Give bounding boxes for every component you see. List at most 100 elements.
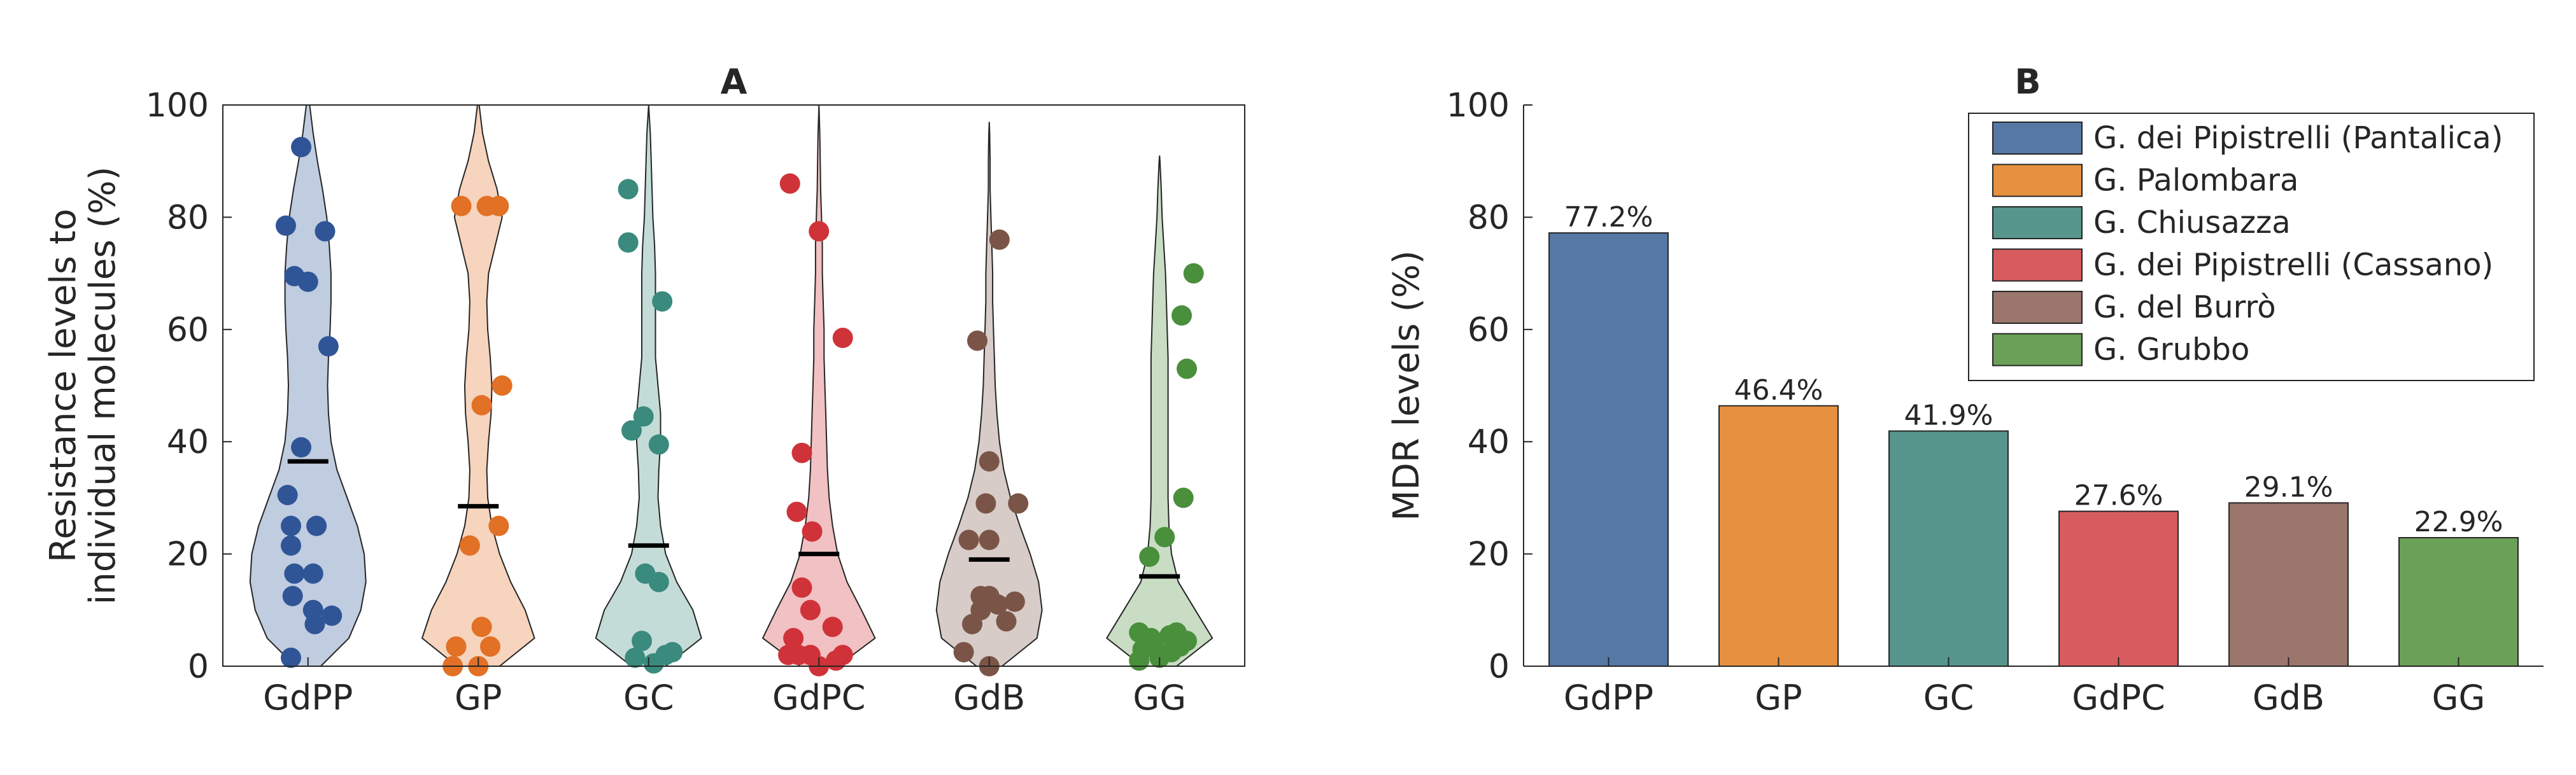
panel-a-x-tick-label: GdPP bbox=[263, 678, 353, 718]
panel-b-y-tick-label: 60 bbox=[1468, 311, 1510, 349]
data-point-GdPP bbox=[302, 563, 323, 584]
violin-GG bbox=[1105, 155, 1214, 667]
data-point-GP bbox=[479, 636, 500, 657]
data-point-GdPC bbox=[802, 521, 823, 542]
data-point-GdPC bbox=[791, 442, 812, 463]
panel-b-title: B bbox=[2014, 62, 2041, 102]
legend-label: G. Grubbo bbox=[2093, 332, 2249, 368]
legend-swatch bbox=[1992, 206, 2083, 239]
data-point-GC bbox=[618, 179, 639, 200]
data-point-GG bbox=[1166, 622, 1187, 643]
data-point-GdPC bbox=[822, 617, 843, 638]
panel-a-x-tick-label: GdPC bbox=[772, 678, 865, 718]
data-point-GdB bbox=[975, 493, 996, 514]
panel-a-y-tick-label: 60 bbox=[167, 311, 209, 349]
data-point-GG bbox=[1171, 305, 1192, 326]
panel-a-y-tick-label: 40 bbox=[167, 423, 209, 461]
panel-a-plot-frame bbox=[222, 104, 1245, 667]
panel-b-x-tick-label: GP bbox=[1755, 678, 1802, 718]
legend-label: G. Chiusazza bbox=[2093, 205, 2291, 241]
panel-a-y-tick-label: 80 bbox=[167, 199, 209, 237]
bar-GP bbox=[1718, 405, 1839, 667]
panel-a-y-axis-label-line: individual molecules (%) bbox=[82, 167, 124, 605]
violin-GdB bbox=[935, 122, 1043, 667]
data-point-GP bbox=[451, 195, 472, 216]
bar-GdPC bbox=[2058, 510, 2179, 667]
panel-a-x-tick-label: GG bbox=[1133, 678, 1186, 718]
data-point-GdPP bbox=[315, 221, 336, 242]
legend-label: G. dei Pipistrelli (Pantalica) bbox=[2093, 120, 2503, 156]
data-point-GP bbox=[459, 535, 480, 556]
data-point-GdPP bbox=[281, 535, 301, 556]
data-point-GC bbox=[625, 647, 646, 668]
data-point-GdPC bbox=[832, 645, 853, 666]
panel-a-x-tick-label: GP bbox=[455, 678, 502, 718]
data-point-GG bbox=[1129, 622, 1150, 643]
data-point-GP bbox=[488, 515, 509, 536]
bar-GC bbox=[1888, 430, 2009, 667]
legend-swatch bbox=[1992, 248, 2083, 282]
bar-data-label: 29.1% bbox=[2244, 471, 2333, 503]
panel-b-y-tick-label: 100 bbox=[1447, 87, 1510, 125]
data-point-GdB bbox=[958, 529, 979, 550]
data-point-GC bbox=[621, 420, 642, 441]
data-point-GC bbox=[648, 434, 669, 455]
data-point-GdPC bbox=[832, 328, 853, 349]
panel-a-title: A bbox=[721, 62, 747, 102]
panel-a-y-axis-label-line: Resistance levels to bbox=[43, 209, 84, 562]
data-point-GC bbox=[633, 406, 654, 427]
panel-a-x-tick-label: GdB bbox=[953, 678, 1025, 718]
data-point-GC bbox=[632, 631, 653, 652]
violin-GdPC bbox=[761, 104, 876, 667]
legend-swatch bbox=[1992, 164, 2083, 197]
panel-a-x-tick-label: GC bbox=[623, 678, 674, 718]
panel-a-y-tick-label: 0 bbox=[188, 648, 209, 686]
data-point-GdB bbox=[996, 611, 1017, 632]
data-point-GdPP bbox=[275, 215, 296, 236]
panel-b-x-tick-label: GC bbox=[1923, 678, 1974, 718]
data-point-GG bbox=[1183, 263, 1204, 284]
data-point-GdB bbox=[967, 330, 988, 351]
bar-data-label: 77.2% bbox=[1564, 201, 1653, 234]
panel-a-y-tick-label: 100 bbox=[146, 87, 209, 125]
data-point-GdPP bbox=[281, 515, 301, 536]
bar-data-label: 27.6% bbox=[2074, 480, 2163, 512]
data-point-GdB bbox=[970, 585, 991, 606]
data-point-GdPP bbox=[284, 563, 305, 584]
panel-b-y-tick-label: 20 bbox=[1468, 536, 1510, 574]
data-point-GP bbox=[446, 636, 467, 657]
data-point-GdPP bbox=[291, 137, 312, 158]
data-point-GG bbox=[1177, 358, 1198, 379]
legend-label: G. dei Pipistrelli (Cassano) bbox=[2093, 248, 2493, 283]
data-point-GdPC bbox=[791, 577, 812, 598]
data-point-GC bbox=[652, 291, 673, 312]
panel-b-x-tick-label: GdB bbox=[2253, 678, 2325, 718]
panel-b-y-tick-label: 40 bbox=[1468, 423, 1510, 461]
data-point-GC bbox=[648, 571, 669, 592]
data-point-GdPP bbox=[302, 599, 323, 620]
data-point-GdPP bbox=[318, 336, 339, 357]
data-point-GdPC bbox=[779, 173, 800, 194]
panel-b-y-axis-label: MDR levels (%) bbox=[1386, 250, 1427, 520]
legend: G. dei Pipistrelli (Pantalica) G. Palomba… bbox=[1968, 113, 2535, 381]
data-point-GdB bbox=[979, 529, 1000, 550]
data-point-GC bbox=[618, 232, 639, 253]
bar-GdB bbox=[2228, 502, 2349, 667]
data-point-GdPP bbox=[281, 647, 301, 668]
data-point-GdPP bbox=[291, 437, 312, 458]
data-point-GP bbox=[488, 195, 509, 216]
panel-a-violin-chart: 0 20 40 60 80 100 GdPP GP GC GdPC GdB GG A Resistance… bbox=[43, 62, 1245, 718]
legend-swatch bbox=[1992, 333, 2083, 367]
legend-swatch bbox=[1992, 291, 2083, 324]
bar-data-label: 41.9% bbox=[1904, 399, 1993, 431]
data-point-GdPP bbox=[277, 484, 298, 505]
data-point-GdPC bbox=[786, 501, 807, 522]
bar-GG bbox=[2398, 537, 2519, 667]
data-point-GP bbox=[471, 394, 492, 415]
data-point-GdPP bbox=[282, 585, 303, 606]
panel-b-x-tick-label: GG bbox=[2432, 678, 2486, 718]
data-point-GG bbox=[1154, 527, 1175, 548]
data-point-GdB bbox=[979, 451, 1000, 472]
data-point-GG bbox=[1173, 487, 1194, 508]
